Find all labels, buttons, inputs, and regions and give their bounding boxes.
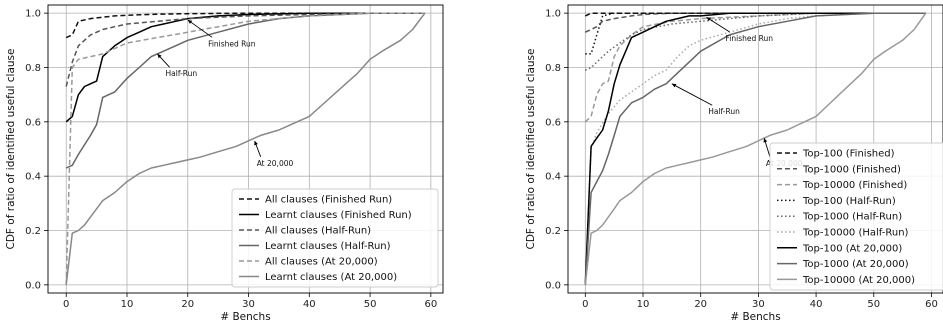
x-axis-title: # Benchs	[220, 311, 270, 323]
y-axis-title: CDF of ratio of identified useful clause	[525, 49, 537, 250]
plot-frame	[567, 4, 943, 294]
annotation-arrow	[706, 16, 730, 33]
y-tick-label: 1.0	[545, 9, 561, 20]
x-tick-label: 0	[63, 299, 69, 310]
y-axis-title: CDF of ratio of identified useful clause	[5, 49, 17, 250]
legend: Top-100 (Finished) Top-1000 (Finished) Top…	[769, 142, 943, 291]
annotation: At 20,000	[254, 140, 294, 168]
arrow-head	[254, 140, 258, 146]
arrow-head	[187, 19, 193, 24]
y-tick-label: 0.4	[25, 172, 41, 183]
x-tick-label: 60	[925, 299, 938, 310]
y-tick-label: 0.2	[545, 226, 561, 237]
series-line-6	[65, 12, 426, 285]
annotation: Half-Run	[157, 53, 198, 78]
y-tick-label: 0.4	[545, 172, 561, 183]
annotation-label: Finished Run	[726, 34, 774, 43]
legend-entry: Top-100 (Finished)	[802, 149, 895, 160]
legend-box	[231, 188, 439, 288]
series-line-2	[65, 12, 425, 123]
y-tick-label: 0.0	[25, 280, 41, 291]
arrow-head	[157, 53, 162, 59]
annotation-arrow	[671, 83, 713, 106]
plot-frame	[47, 4, 444, 294]
x-tick-label: 20	[694, 299, 707, 310]
series-line-8	[584, 12, 926, 285]
legend-entry: Top-1000 (Finished)	[802, 164, 901, 175]
arrow-head	[671, 83, 677, 88]
series-line-5	[584, 12, 926, 71]
legend-entry: Top-100 (At 20,000)	[802, 243, 902, 254]
legend-entry: Top-1000 (Half-Run)	[802, 212, 902, 223]
legend-entry: Top-1000 (At 20,000)	[802, 259, 909, 270]
annotation-arrow	[187, 19, 213, 38]
series-line-4	[65, 12, 425, 169]
series-line-3	[584, 12, 926, 123]
annotation: Half-Run	[671, 83, 740, 116]
series-line-6	[584, 12, 926, 285]
arrow-head	[706, 17, 711, 22]
y-tick-label: 0.6	[545, 117, 561, 128]
arrow-head	[763, 138, 768, 143]
chart-right: 0 10 20 30 40 50 60 0.0 0.2 0.4 0.6 0.8 1.0 # Benchs C…	[525, 4, 943, 323]
y-tick-label: 0.8	[25, 63, 41, 74]
legend: All clauses (Finished Run) Learnt clauses…	[231, 188, 439, 288]
series-line-3	[65, 12, 425, 87]
series-line-7	[584, 12, 926, 285]
x-axis-title: # Benchs	[730, 311, 780, 323]
annotation-label: Half-Run	[708, 107, 740, 116]
legend-entry: All clauses (Half-Run)	[265, 226, 371, 237]
series-line-9	[584, 12, 927, 285]
chart-left: 0 10 20 30 40 50 60 0.0 0.2 0.4 0.6 0.8 1.0 # Benchs C…	[5, 4, 444, 323]
x-tick-label: 20	[181, 299, 194, 310]
y-tick-label: 0.8	[545, 63, 561, 74]
series-group	[65, 12, 426, 285]
legend-entry: All clauses (Finished Run)	[265, 195, 392, 206]
legend-box	[769, 142, 943, 291]
x-tick-label: 60	[424, 299, 437, 310]
annotation-label: Half-Run	[166, 69, 198, 78]
legend-entry: Top-100 (Half-Run)	[802, 196, 896, 207]
legend-entry: Top-10000 (At 20,000)	[802, 275, 915, 286]
series-group	[584, 12, 927, 285]
annotation-label: Finished Run	[208, 39, 256, 48]
x-tick-label: 50	[867, 299, 880, 310]
legend-entry: Learnt clauses (Half-Run)	[265, 241, 391, 252]
x-tick-label: 10	[121, 299, 134, 310]
x-tick-label: 40	[303, 299, 316, 310]
annotation: Finished Run	[187, 19, 256, 48]
annotation-label: At 20,000	[257, 159, 294, 168]
y-tick-label: 1.0	[25, 9, 41, 20]
x-tick-label: 30	[752, 299, 765, 310]
y-tick-label: 0.0	[545, 280, 561, 291]
y-tick-label: 0.2	[25, 226, 41, 237]
legend-entry: Learnt clauses (Finished Run)	[265, 210, 412, 221]
x-tick-label: 30	[242, 299, 255, 310]
x-tick-label: 10	[637, 299, 650, 310]
legend-entry: All clauses (At 20,000)	[265, 257, 378, 268]
x-tick-label: 40	[810, 299, 823, 310]
x-tick-label: 50	[364, 299, 377, 310]
legend-entry: Top-10000 (Finished)	[802, 180, 907, 191]
annotation: Finished Run	[706, 16, 774, 43]
legend-entry: Learnt clauses (At 20,000)	[265, 272, 397, 283]
legend-entry: Top-10000 (Half-Run)	[802, 228, 909, 239]
y-tick-label: 0.6	[25, 117, 41, 128]
x-tick-label: 0	[582, 299, 588, 310]
